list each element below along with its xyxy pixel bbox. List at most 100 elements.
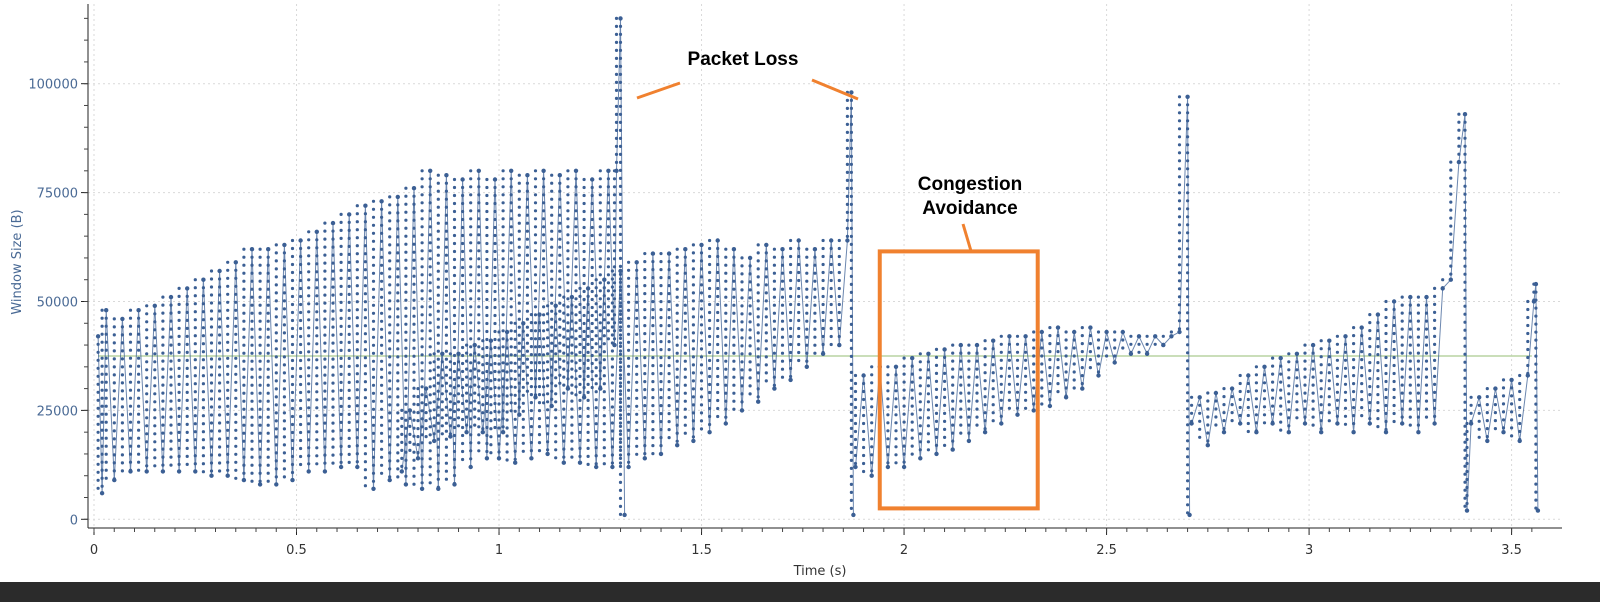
trace-dot: [137, 444, 141, 448]
trace-dot: [307, 462, 311, 466]
trace-dot: [258, 303, 262, 307]
trace-dot: [797, 358, 801, 363]
trace-dot: [627, 364, 631, 368]
trace-dot: [635, 348, 639, 352]
trace-dot: [554, 360, 558, 364]
trace-dot: [926, 408, 931, 412]
trace-dot: [404, 474, 408, 478]
trace-dot: [1408, 343, 1412, 347]
trace-dot: [274, 339, 278, 343]
trace-dot: [242, 431, 246, 435]
trace-dot: [282, 307, 286, 311]
trace-dot: [315, 246, 319, 250]
trace-dot: [602, 390, 606, 394]
trace-dot: [525, 277, 530, 281]
trace-dot: [465, 415, 469, 419]
trace-dot: [412, 378, 416, 382]
trace-dot: [452, 177, 457, 182]
trace-dot: [363, 268, 367, 272]
trace-dot: [363, 396, 367, 400]
trace-dot: [290, 342, 295, 347]
trace-dot: [813, 319, 817, 323]
trace-dot: [618, 480, 623, 484]
trace-dot: [732, 287, 736, 291]
trace-dot: [1343, 422, 1348, 426]
trace-dot: [185, 446, 189, 450]
trace-dot: [209, 325, 214, 329]
trace-dot: [943, 387, 947, 391]
trace-dot: [331, 301, 335, 305]
trace-dot: [153, 456, 157, 460]
trace-dot: [493, 353, 497, 358]
trace-dot: [218, 421, 222, 425]
trace-dot: [886, 397, 890, 401]
trace-dot: [1463, 264, 1467, 268]
trace-dot: [635, 380, 639, 384]
trace-dot: [651, 396, 655, 400]
trace-dot: [331, 349, 335, 353]
trace-dot: [525, 293, 530, 297]
trace-dot: [153, 464, 157, 468]
data-point: [338, 464, 344, 470]
trace-dot: [1416, 375, 1420, 379]
trace-dot: [1303, 415, 1307, 419]
trace-dot: [546, 448, 550, 452]
trace-dot: [226, 428, 230, 432]
trace-dot: [509, 225, 513, 229]
trace-dot: [546, 400, 550, 404]
trace-dot: [112, 349, 116, 353]
trace-dot: [1186, 119, 1190, 123]
data-point: [298, 238, 303, 243]
trace-dot: [740, 280, 744, 284]
trace-dot: [837, 262, 841, 267]
trace-dot: [590, 329, 594, 334]
trace-dot: [201, 286, 205, 290]
trace-dot: [161, 367, 165, 371]
trace-dot: [1088, 358, 1092, 362]
trace-dot: [708, 422, 712, 427]
trace-dot: [1129, 342, 1133, 346]
trace-dot: [525, 309, 530, 313]
data-point: [355, 464, 360, 470]
trace-dot: [764, 379, 768, 383]
trace-dot: [412, 442, 416, 446]
trace-dot: [699, 411, 704, 415]
trace-dot: [691, 387, 696, 391]
trace-dot: [610, 389, 615, 393]
trace-dot: [959, 407, 963, 411]
trace-dot: [493, 289, 497, 294]
trace-dot: [444, 277, 448, 281]
trace-dot: [1096, 362, 1101, 366]
trace-dot: [602, 374, 606, 378]
trace-dot: [420, 409, 424, 413]
trace-dot: [554, 440, 558, 444]
trace-dot: [1534, 402, 1538, 406]
trace-dot: [1477, 403, 1481, 407]
trace-dot: [967, 359, 971, 363]
trace-dot: [371, 423, 376, 427]
trace-dot: [614, 48, 619, 53]
trace-dot: [355, 220, 359, 224]
trace-dot: [371, 447, 376, 451]
trace-dot: [1534, 322, 1538, 326]
trace-dot: [497, 394, 501, 398]
trace-dot: [1416, 367, 1420, 371]
trace-dot: [209, 333, 214, 337]
trace-dot: [436, 181, 440, 185]
trace-dot: [748, 384, 752, 388]
trace-dot: [323, 437, 327, 441]
trace-dot: [1186, 463, 1190, 467]
trace-dot: [533, 185, 538, 189]
trace-dot: [444, 309, 448, 313]
trace-dot: [169, 359, 173, 363]
trace-dot: [1262, 413, 1267, 417]
data-point: [1448, 277, 1454, 282]
trace-dot: [145, 408, 149, 412]
trace-dot: [732, 295, 736, 299]
trace-dot: [517, 285, 521, 289]
trace-dot: [1113, 338, 1117, 342]
trace-dot: [1501, 418, 1506, 422]
trace-dot: [1238, 413, 1242, 418]
trace-dot: [1186, 143, 1190, 147]
trace-dot: [1408, 319, 1412, 323]
